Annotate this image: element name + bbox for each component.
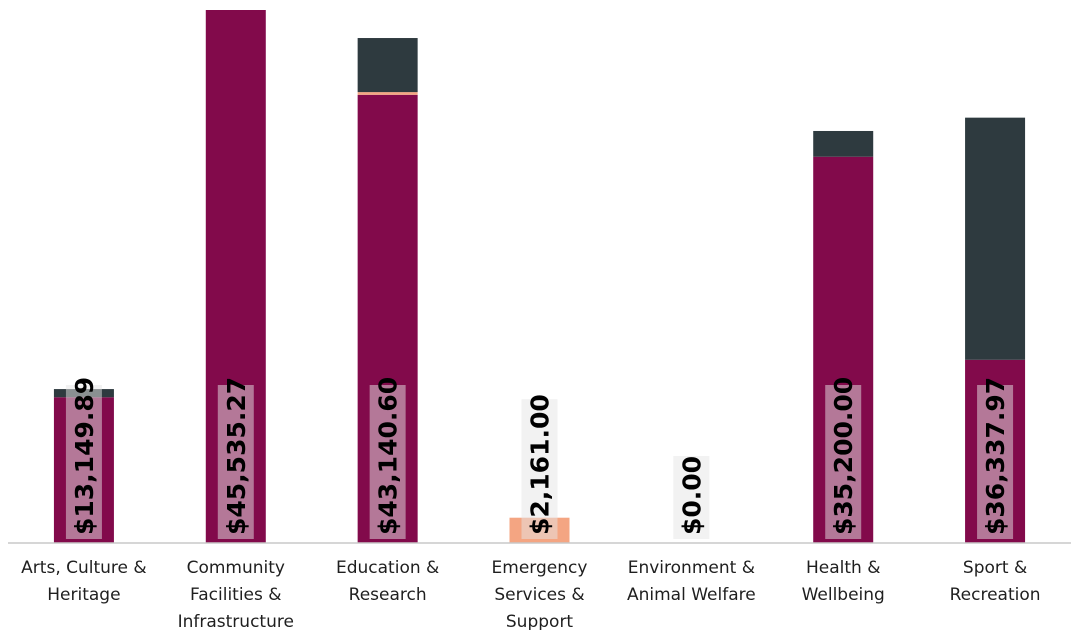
- data-label-background-4: [673, 456, 710, 539]
- bar-segment-5-2: [813, 130, 874, 157]
- labels-layer: $13,149.89 $45,535.27 $43,140.60 $2,161.00 $…: [65, 377, 1014, 539]
- data-label-5: $35,200.00: [829, 377, 858, 535]
- data-label-0: $13,149.89: [70, 377, 99, 535]
- data-label-background-2: [369, 385, 406, 539]
- category-label-0: Arts, Culture & Heritage: [21, 558, 147, 605]
- category-label-3: Emergency Services & Support: [492, 558, 588, 630]
- data-label-4: $0.00: [677, 456, 706, 535]
- bar-segment-2-1: [357, 92, 418, 95]
- category-label-line: Environment &: [628, 558, 755, 578]
- data-label-background-1: [217, 385, 254, 539]
- category-label-line: Research: [349, 585, 427, 605]
- category-label-line: Community: [187, 558, 285, 578]
- data-label-6: $36,337.97: [981, 377, 1010, 535]
- category-label-line: Animal Welfare: [627, 585, 756, 605]
- category-label-line: Sport &: [963, 558, 1027, 578]
- category-label-line: Recreation: [950, 585, 1041, 605]
- category-label-line: Heritage: [47, 585, 120, 605]
- category-label-2: Education & Research: [336, 558, 439, 605]
- bar-segment-2-2: [357, 38, 418, 93]
- category-label-line: Infrastructure: [178, 612, 294, 630]
- category-label-line: Arts, Culture &: [21, 558, 147, 578]
- data-label-2: $43,140.60: [374, 377, 403, 535]
- data-label-background-5: [825, 385, 862, 539]
- category-label-5: Health & Wellbeing: [802, 558, 885, 605]
- category-label-line: Education &: [336, 558, 439, 578]
- category-label-line: Services &: [494, 585, 584, 605]
- category-labels-layer: Arts, Culture & Heritage Community Faciliti…: [21, 558, 1040, 630]
- data-label-1: $45,535.27: [222, 377, 251, 535]
- category-label-6: Sport & Recreation: [950, 558, 1041, 605]
- category-label-line: Emergency: [492, 558, 588, 578]
- category-label-4: Environment & Animal Welfare: [627, 558, 756, 605]
- data-label-background-3: [521, 399, 558, 539]
- category-label-1: Community Facilities & Infrastructure: [178, 558, 294, 630]
- category-label-line: Health &: [806, 558, 880, 578]
- category-label-line: Support: [506, 612, 574, 630]
- data-label-background-0: [65, 385, 102, 539]
- bar-segment-6-2: [965, 117, 1026, 360]
- data-label-3: $2,161.00: [526, 394, 555, 535]
- data-label-background-6: [977, 385, 1014, 539]
- category-label-line: Wellbeing: [802, 585, 885, 605]
- category-label-line: Facilities &: [190, 585, 282, 605]
